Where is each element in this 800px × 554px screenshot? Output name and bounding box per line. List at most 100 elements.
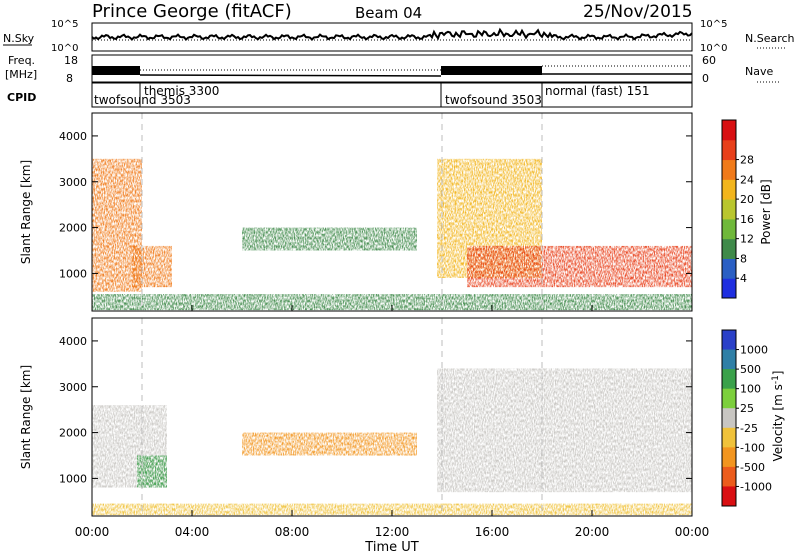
xtick-label-0: 00:00 — [75, 525, 110, 539]
beam-label: Beam 04 — [355, 4, 422, 22]
power-colorbar-frame — [721, 119, 737, 299]
cpid-panel: CPID twofsound 3503 themis 3300 twofsoun… — [7, 82, 693, 108]
power-ylabel: Slant Range [km] — [19, 160, 33, 264]
power-colorbar-title: Power [dB] — [759, 179, 773, 244]
cpid-mode-1: twofsound 3503 — [94, 93, 191, 107]
velocity-colorbar-label-7: -1000 — [740, 480, 772, 493]
cpid-label: CPID — [7, 91, 36, 104]
power-colorbar-swatch-5 — [722, 179, 736, 200]
velocity-ytick-label-3: 4000 — [59, 335, 87, 348]
power-colorbar-swatch-7 — [722, 139, 736, 161]
station-title: Prince George (fitACF) — [92, 1, 292, 22]
freq-trace — [139, 74, 442, 77]
power-colorbar-swatch-8 — [722, 120, 736, 141]
frequency-panel: Freq. [MHz] 18 8 60 0 Nave — [5, 54, 781, 85]
xtick-label-5: 20:00 — [575, 525, 610, 539]
power-panel: 1000 2000 3000 4000 Slant Range [km] — [19, 112, 693, 312]
velocity-colorbar-swatch-4 — [722, 408, 736, 429]
velocity-colorbar-swatch-7 — [722, 466, 736, 487]
velocity-colorbar-title: Velocity [m s-1] — [771, 371, 785, 462]
power-region-1 — [132, 245, 172, 288]
power-colorbar-label-4: 20 — [740, 193, 754, 206]
velocity-heatmap — [92, 318, 692, 516]
sky-right-tick-top: 10^5 — [700, 19, 727, 30]
velocity-panel: 1000 2000 3000 4000 Slant Range [km] — [19, 317, 693, 517]
power-colorbar-swatch-4 — [722, 199, 736, 220]
velocity-colorbar: 1000 500 100 25 -25 -100 -500 -1000 — [721, 329, 772, 507]
date-label: 25/Nov/2015 — [583, 2, 693, 22]
velocity-colorbar-swatch-5 — [722, 427, 736, 448]
freq-label-line2: [MHz] — [5, 68, 37, 81]
velocity-ytick-label-0: 1000 — [59, 472, 87, 485]
power-region-5 — [92, 294, 692, 311]
sky-noise-panel: N.Sky 10^5 10^0 10^5 10^0 N.Search — [3, 19, 795, 54]
velocity-colorbar-label-3: 25 — [740, 402, 754, 415]
velocity-colorbar-swatch-8 — [722, 486, 736, 507]
power-colorbar-swatch-6 — [722, 159, 736, 180]
sky-tick-bottom: 10^0 — [51, 43, 78, 54]
power-colorbar-swatch-2 — [722, 238, 736, 259]
xtick-label-1: 04:00 — [175, 525, 210, 539]
sky-tick-top: 10^5 — [51, 19, 78, 30]
xtick-label-3: 12:00 — [375, 525, 410, 539]
velocity-colorbar-frame — [721, 329, 737, 507]
velocity-colorbar-swatch-1 — [722, 349, 736, 370]
velocity-colorbar-swatch-2 — [722, 369, 736, 390]
power-colorbar-label-6: 28 — [740, 154, 754, 167]
velocity-colorbar-label-0: 1000 — [740, 344, 768, 357]
nave-label: Nave — [745, 65, 773, 78]
power-region-2 — [242, 227, 417, 251]
power-colorbar-swatch-3 — [722, 218, 736, 240]
velocity-region-3 — [437, 368, 692, 493]
sky-left-label: N.Sky — [3, 32, 35, 45]
velocity-colorbar-label-5: -100 — [740, 441, 765, 454]
time-x-axis: 00:00 04:00 08:00 12:00 16:00 20:00 00:00 — [75, 305, 710, 539]
velocity-colorbar-label-1: 500 — [740, 363, 761, 376]
power-colorbar-label-1: 8 — [740, 252, 747, 265]
velocity-region-1 — [137, 455, 167, 488]
cpid-mode-2: themis 3300 — [144, 84, 219, 98]
power-colorbar: 4 8 12 16 20 24 28 — [721, 119, 754, 299]
velocity-ytick-label-2: 3000 — [59, 381, 87, 394]
freq-label-line1: Freq. — [8, 54, 35, 67]
xtick-label-2: 08:00 — [275, 525, 310, 539]
power-colorbar-label-2: 12 — [740, 233, 754, 246]
freq-block-twofsound-1 — [92, 66, 140, 75]
velocity-region-4 — [92, 503, 692, 516]
power-heatmap — [92, 113, 692, 311]
freq-tick-top: 18 — [64, 54, 78, 67]
power-colorbar-label-5: 24 — [740, 173, 754, 186]
xtick-label-4: 16:00 — [475, 525, 510, 539]
search-noise-label: N.Search — [745, 32, 795, 45]
freq-block-twofsound-2 — [441, 66, 542, 75]
nave-tick-bottom: 0 — [702, 72, 709, 85]
velocity-region-2 — [242, 432, 417, 456]
power-ytick-label-2: 3000 — [59, 176, 87, 189]
xtick-label-6: 00:00 — [675, 525, 710, 539]
velocity-ytick-label-1: 2000 — [59, 427, 87, 440]
freq-tick-bottom: 8 — [66, 72, 73, 85]
power-colorbar-label-3: 16 — [740, 213, 754, 226]
velocity-colorbar-swatch-6 — [722, 447, 736, 468]
power-colorbar-swatch-1 — [722, 258, 736, 279]
sky-noise-trace — [91, 27, 693, 41]
velocity-y-axis: 1000 2000 3000 4000 — [59, 335, 692, 485]
power-ytick-label-1: 2000 — [59, 222, 87, 235]
velocity-colorbar-label-4: -25 — [740, 422, 758, 435]
power-region-4 — [467, 245, 692, 288]
velocity-colorbar-label-2: 100 — [740, 383, 761, 396]
power-colorbar-label-0: 4 — [740, 272, 747, 285]
xaxis-label: Time UT — [364, 540, 418, 554]
power-y-axis: 1000 2000 3000 4000 — [59, 130, 692, 280]
nave-trace — [140, 65, 692, 71]
cpid-mode-3: twofsound 3503 — [445, 93, 542, 107]
nave-tick-top: 60 — [702, 54, 716, 67]
velocity-colorbar-swatch-0 — [722, 330, 736, 351]
sky-right-tick-bottom: 10^0 — [700, 43, 727, 54]
power-colorbar-swatch-0 — [722, 278, 736, 299]
power-ytick-label-0: 1000 — [59, 267, 87, 280]
cpid-mode-4: normal (fast) 151 — [545, 84, 650, 98]
velocity-ylabel: Slant Range [km] — [19, 365, 33, 469]
power-ytick-label-3: 4000 — [59, 130, 87, 143]
